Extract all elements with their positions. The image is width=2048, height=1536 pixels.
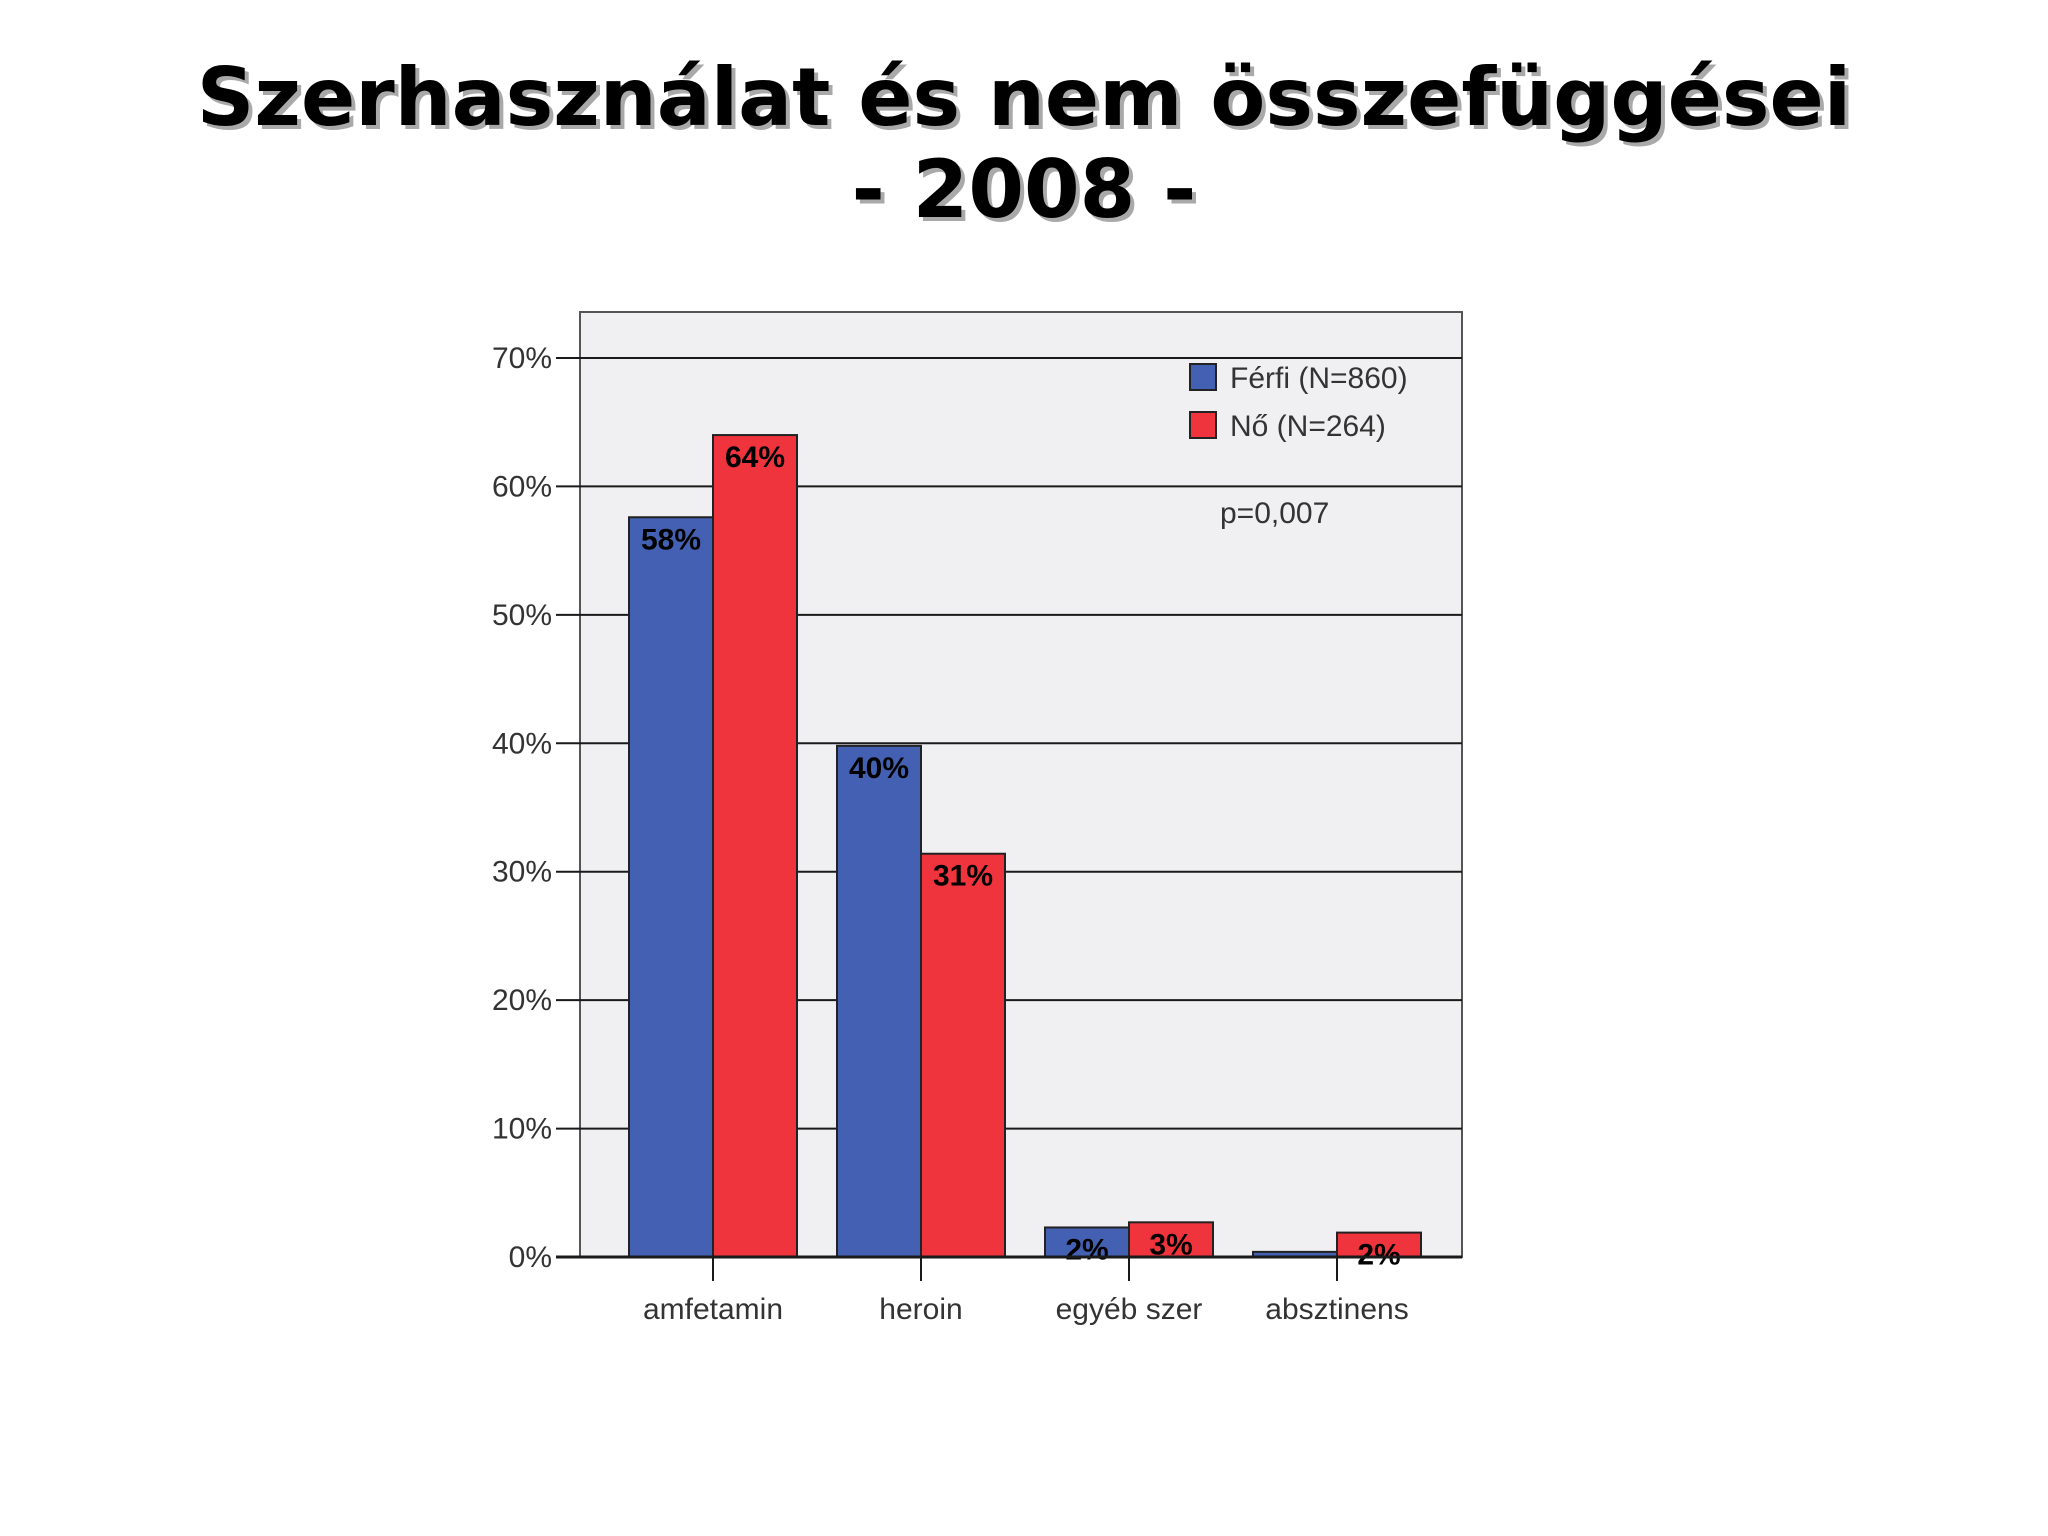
title-line-1: Szerhasználat és nem összefüggései [196, 51, 1852, 144]
x-category-label: amfetamin [643, 1293, 783, 1326]
x-category-label: egyéb szer [1056, 1293, 1203, 1326]
y-tick-label: 0% [509, 1241, 552, 1274]
y-tick-label: 40% [492, 727, 552, 760]
slide-title: Szerhasználat és nem összefüggései - 200… [0, 52, 2048, 236]
y-tick-label: 50% [492, 599, 552, 632]
bar [836, 744, 922, 1259]
bar [1336, 1231, 1422, 1258]
legend-swatch [1189, 411, 1217, 439]
y-tick-label: 10% [492, 1113, 552, 1146]
bar-value-label: 2% [1357, 1239, 1400, 1272]
legend-label: Nő (N=264) [1230, 410, 1386, 443]
bar-value-label: 64% [725, 441, 785, 474]
x-category-label: absztinens [1265, 1293, 1408, 1326]
title-line-2: - 2008 - [851, 143, 1197, 236]
bar-value-label: 2% [1065, 1233, 1108, 1266]
p-value-annotation: p=0,007 [1220, 497, 1329, 530]
bar-value-label: 31% [933, 860, 993, 893]
bar [1128, 1221, 1214, 1259]
y-tick-label: 70% [492, 342, 552, 375]
x-category-label: heroin [879, 1293, 962, 1326]
y-tick-label: 30% [492, 856, 552, 889]
legend-swatch [1189, 363, 1217, 391]
y-tick-label: 20% [492, 984, 552, 1017]
y-tick-label: 60% [492, 470, 552, 503]
bar [920, 852, 1006, 1259]
bar [628, 516, 714, 1258]
bar [712, 434, 798, 1258]
legend-label: Férfi (N=860) [1230, 362, 1408, 395]
bar-value-label: 40% [849, 752, 909, 785]
bar-value-label: 58% [641, 523, 701, 556]
